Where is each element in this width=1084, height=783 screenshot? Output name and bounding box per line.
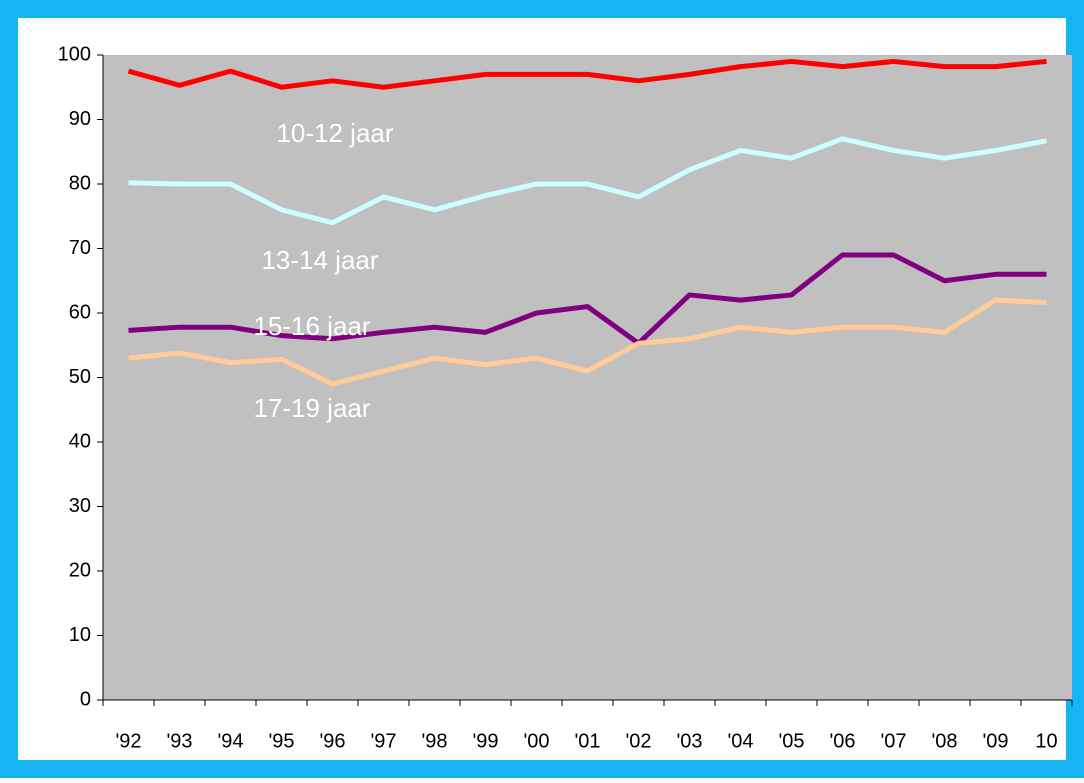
x-tick-label: '97: [370, 730, 396, 752]
y-tick-label: 40: [69, 430, 91, 452]
x-tick-label: '06: [829, 730, 855, 752]
series-label: 17-19 jaar: [253, 393, 370, 423]
y-tick-label: 0: [80, 688, 91, 710]
x-tick-label: '09: [982, 730, 1008, 752]
y-tick-label: 70: [69, 237, 91, 259]
y-tick-label: 10: [69, 624, 91, 646]
y-tick-label: 20: [69, 559, 91, 581]
x-tick-label: '04: [727, 730, 753, 752]
x-tick-label: '95: [268, 730, 294, 752]
x-tick-label: '07: [880, 730, 906, 752]
x-tick-label: '99: [472, 730, 498, 752]
x-tick-label: '96: [319, 730, 345, 752]
series-label: 15-16 jaar: [253, 311, 370, 341]
x-tick-label: '94: [217, 730, 243, 752]
x-tick-label: '02: [625, 730, 651, 752]
series-line: [128, 252, 1047, 346]
y-tick-label: 100: [58, 43, 91, 65]
y-tick-label: 90: [69, 108, 91, 130]
x-tick-label: '05: [778, 730, 804, 752]
x-tick-label: '01: [574, 730, 600, 752]
x-tick-label: '03: [676, 730, 702, 752]
x-tick-label: 10: [1035, 730, 1057, 752]
y-tick-label: 30: [69, 495, 91, 517]
plot-area: [103, 55, 1072, 700]
x-tick-label: '98: [421, 730, 447, 752]
x-tick-label: '93: [166, 730, 192, 752]
series-line: [128, 136, 1047, 226]
x-tick-label: '92: [115, 730, 141, 752]
y-tick-label: 60: [69, 301, 91, 323]
y-tick-label: 80: [69, 172, 91, 194]
x-tick-label: '08: [931, 730, 957, 752]
x-tick-label: '00: [523, 730, 549, 752]
series-line: [128, 297, 1047, 387]
y-tick-label: 50: [69, 366, 91, 388]
series-label: 13-14 jaar: [261, 245, 378, 275]
series-label: 10-12 jaar: [276, 118, 393, 148]
series-line: [127, 58, 1047, 90]
